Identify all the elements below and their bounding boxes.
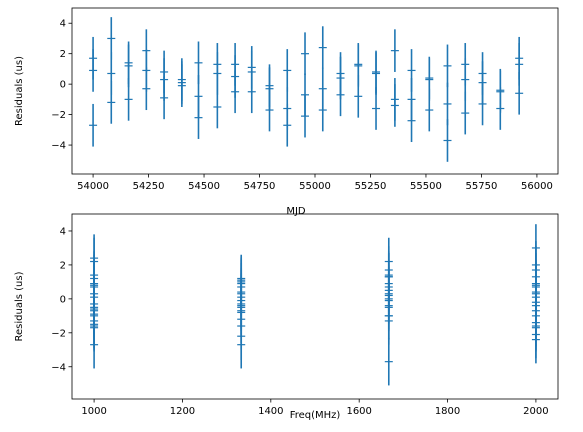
panel-mjd-residuals: 54000 54250 54500 54750 55000 55250 55500 55750… bbox=[14, 7, 559, 217]
error-bar-point bbox=[384, 297, 393, 345]
error-bar-point bbox=[384, 337, 393, 386]
error-bar-point bbox=[461, 91, 470, 135]
error-bar-point bbox=[213, 85, 222, 129]
error-bar-point bbox=[443, 44, 452, 88]
y-tick-label: −4 bbox=[51, 362, 66, 373]
error-bar-point bbox=[443, 119, 452, 162]
error-bar-point bbox=[478, 82, 487, 126]
error-bar-point bbox=[301, 32, 310, 76]
x-ticks-freq: 1000 1200 1400 1600 1800 2000 bbox=[81, 399, 549, 417]
axes-frame-freq bbox=[71, 213, 559, 400]
y-ticks-mjd: −4 −2 0 2 4 bbox=[51, 19, 72, 152]
error-bars-mjd bbox=[89, 17, 524, 162]
x-tick-label: 55500 bbox=[410, 181, 442, 192]
error-bar-point bbox=[124, 78, 133, 121]
axes-frame-mjd bbox=[71, 7, 559, 175]
x-tick-label: 1800 bbox=[435, 406, 460, 417]
error-bar-point bbox=[390, 84, 399, 127]
y-tick-label: −2 bbox=[51, 110, 66, 121]
error-bar-point bbox=[354, 75, 363, 118]
x-tick-label: 1200 bbox=[170, 406, 195, 417]
x-tick-label: 55250 bbox=[355, 181, 387, 192]
x-tick-label: 54750 bbox=[244, 181, 276, 192]
y-tick-label: −2 bbox=[51, 328, 66, 339]
x-axis-label-freq: Freq(MHz) bbox=[290, 410, 341, 421]
error-bar-point bbox=[160, 76, 169, 120]
error-bar-point bbox=[89, 103, 98, 147]
y-tick-label: 4 bbox=[60, 19, 66, 30]
y-tick-label: 0 bbox=[60, 80, 66, 91]
y-ticks-freq: −4 −2 0 2 4 bbox=[51, 226, 72, 373]
error-bar-point bbox=[443, 82, 452, 126]
x-tick-label: 55750 bbox=[466, 181, 498, 192]
y-tick-label: −4 bbox=[51, 141, 66, 152]
y-axis-label-mjd: Residuals (us) bbox=[14, 56, 25, 126]
x-tick-label: 1400 bbox=[258, 406, 283, 417]
error-bar-point bbox=[237, 320, 246, 369]
y-tick-label: 0 bbox=[60, 294, 66, 305]
error-bar-point bbox=[336, 73, 345, 117]
x-ticks-mjd: 54000 54250 54500 54750 55000 55250 55500 55750… bbox=[77, 174, 553, 192]
y-tick-label: 2 bbox=[60, 49, 66, 60]
error-bar-point bbox=[425, 88, 434, 132]
error-bar-point bbox=[318, 26, 327, 69]
error-bar-point bbox=[231, 70, 240, 114]
error-bar-point bbox=[515, 71, 524, 115]
error-bar-point bbox=[531, 315, 540, 364]
error-bar-point bbox=[89, 49, 98, 92]
error-bar-point bbox=[90, 320, 99, 369]
error-bars-freq bbox=[90, 224, 540, 386]
x-axis-label-mjd: MJD bbox=[286, 206, 306, 217]
error-bar-point bbox=[247, 70, 256, 114]
error-bar-point bbox=[407, 99, 416, 143]
x-tick-label: 54250 bbox=[133, 181, 165, 192]
x-tick-label: 1000 bbox=[81, 406, 106, 417]
error-bar-point bbox=[283, 103, 292, 147]
y-axis-label-freq: Residuals (us) bbox=[14, 271, 25, 341]
error-bar-point bbox=[390, 29, 399, 72]
x-tick-label: 56000 bbox=[521, 181, 553, 192]
x-tick-label: 55000 bbox=[299, 181, 331, 192]
error-bar-point bbox=[142, 67, 151, 111]
error-bar-point bbox=[177, 64, 186, 107]
y-tick-label: 2 bbox=[60, 260, 66, 271]
error-bar-point bbox=[107, 81, 116, 124]
error-bar-point bbox=[301, 94, 310, 138]
y-tick-label: 4 bbox=[60, 226, 66, 237]
error-bar-point bbox=[283, 49, 292, 92]
error-bar-point bbox=[318, 88, 327, 132]
x-tick-label: 54500 bbox=[188, 181, 220, 192]
error-bar-point bbox=[496, 87, 505, 130]
panel-freq-residuals: 1000 1200 1400 1600 1800 2000 −4 −2 0 2 4 Freq(MH… bbox=[14, 213, 559, 421]
x-tick-label: 54000 bbox=[77, 181, 109, 192]
x-tick-label: 1600 bbox=[346, 406, 371, 417]
error-bar-point bbox=[265, 88, 274, 132]
x-tick-label: 2000 bbox=[523, 406, 548, 417]
error-bar-point bbox=[372, 87, 381, 130]
error-bar-point bbox=[194, 96, 203, 139]
